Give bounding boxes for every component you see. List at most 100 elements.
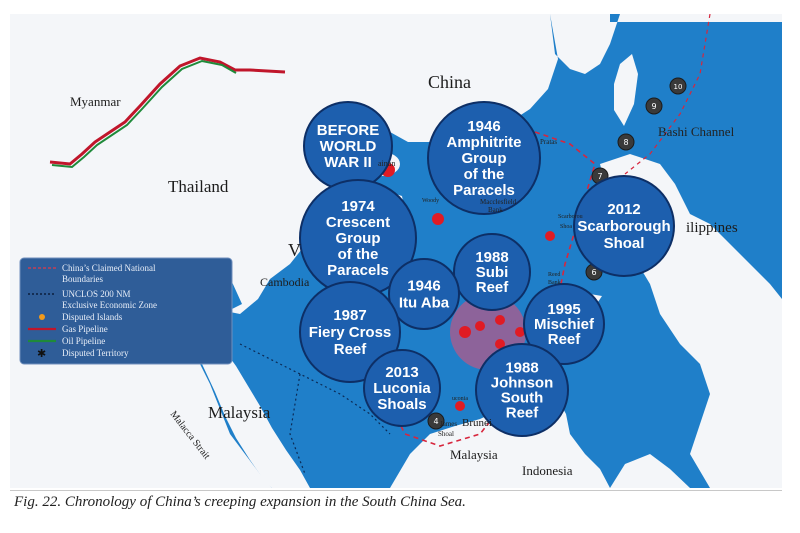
marker-label-9: 9 [651, 102, 656, 111]
label-james-shoal: Shoal [438, 430, 454, 438]
event-bubble-line: BEFORE [317, 122, 380, 139]
label-cambodia: Cambodia [260, 275, 310, 289]
oil-pipeline [51, 59, 237, 169]
sumatra [10, 386, 200, 488]
event-bubble-line: Reef [476, 279, 510, 296]
claim-dot-itu-aba [475, 321, 485, 331]
event-bubble-line: Reef [334, 341, 368, 358]
event-bubble-circle [299, 281, 401, 383]
event-bubble-line: Reef [548, 331, 582, 348]
label-bashi-channel: Bashi Channel [658, 124, 735, 139]
mainland-asia [10, 14, 782, 488]
event-bubble-line: 1946 [407, 278, 440, 295]
legend-label-claim-2: Boundaries [62, 274, 103, 284]
event-bubble-line: 1974 [341, 198, 375, 215]
legend-label-islands: Disputed Islands [62, 312, 123, 322]
event-bubble-line: Shoal [604, 235, 645, 252]
event-bubble-line: of the [464, 166, 505, 183]
event-bubble-line: Group [462, 150, 507, 167]
event-bubble-circle [388, 258, 460, 330]
label-macclesfield: Macclesfield [480, 198, 517, 206]
gas-pipeline [49, 56, 286, 166]
label-malaysia-west: Malaysia [208, 403, 271, 422]
event-bubble-line: Amphitrite [447, 134, 522, 151]
event-bubble-line: 1988 [505, 360, 538, 377]
legend-label-oil: Oil Pipeline [62, 336, 105, 346]
legend-label-eez-2: Exclusive Economic Zone [62, 300, 157, 310]
label-hainan: ainan [378, 159, 395, 168]
taiwan [614, 54, 638, 126]
legend-box [19, 257, 233, 365]
marker-10 [669, 77, 687, 95]
label-scarborough-shoal: Shoa [560, 224, 572, 230]
event-bubble-line: of the [338, 246, 379, 263]
label-indonesia: Indonesia [522, 463, 573, 478]
label-vietnam: V [288, 240, 301, 260]
legend-symbol-islands [39, 314, 45, 320]
label-luconia: uconia [452, 396, 468, 402]
claim-dot-subi [495, 315, 505, 325]
claim-dot-johnson [495, 339, 505, 349]
legend-label-gas: Gas Pipeline [62, 324, 108, 334]
claim-dots [381, 163, 555, 411]
event-bubble-circle [573, 175, 675, 277]
eez-line [239, 343, 391, 475]
event-bubble-circle [475, 343, 569, 437]
marker-9 [645, 97, 663, 115]
event-bubble-line: 1946 [467, 118, 500, 135]
event-bubble-line: Scarborough [577, 218, 670, 235]
event-bubble-line: WORLD [320, 138, 377, 155]
event-bubble-circle [453, 233, 531, 311]
event-bubble-line: 1988 [475, 249, 508, 266]
legend-label-claim: China’s Claimed National [62, 263, 156, 273]
event-bubble-line: WAR II [324, 154, 372, 171]
claim-dot-crescent [432, 213, 444, 225]
legend: China’s Claimed National Boundaries UNCL… [19, 257, 233, 365]
label-philippines: ilippines [686, 220, 738, 236]
event-bubble-line: Luconia [373, 380, 431, 397]
event-bubble-line: Subi [476, 264, 509, 281]
event-bubble-circle [427, 101, 541, 215]
claim-dot-luconia [455, 401, 465, 411]
label-scarborough: Scarborou [558, 214, 583, 220]
event-bubble-line: Mischief [534, 316, 595, 333]
event-bubble-line: Shoals [377, 396, 426, 413]
legend-label-eez: UNCLOS 200 NM [62, 289, 131, 299]
label-thailand: Thailand [168, 177, 229, 196]
event-bubble-line: Crescent [326, 214, 390, 231]
sulawesi [610, 454, 690, 488]
label-woody: Woody [422, 198, 439, 204]
marker-label-8: 8 [623, 138, 628, 147]
label-macclesfield-bank: Bank [488, 206, 503, 214]
marker-label-6: 6 [591, 268, 596, 277]
event-bubble-circle [363, 349, 441, 427]
event-bubble-line: Paracels [327, 262, 389, 279]
event-bubble-line: Johnson [491, 375, 554, 392]
caption-divider [10, 490, 782, 491]
event-bubble-line: 1987 [333, 307, 366, 324]
label-pratas: Pratas [540, 138, 557, 146]
marker-label-4: 4 [433, 417, 438, 426]
event-bubble-line: Itu Aba [399, 295, 450, 312]
event-bubble-line: South [501, 390, 544, 407]
event-bubble-line: 2012 [607, 201, 640, 218]
marker-label-10: 10 [674, 83, 683, 91]
legend-symbol-star-icon: ✱ [37, 347, 46, 360]
eastern-boundary-line [624, 14, 711, 175]
label-malaysia-east: Malaysia [450, 447, 498, 462]
label-china: China [428, 72, 471, 92]
event-bubble-line: 1995 [547, 301, 580, 318]
numbered-markers: 10 9 8 7 6 4 [427, 77, 687, 430]
